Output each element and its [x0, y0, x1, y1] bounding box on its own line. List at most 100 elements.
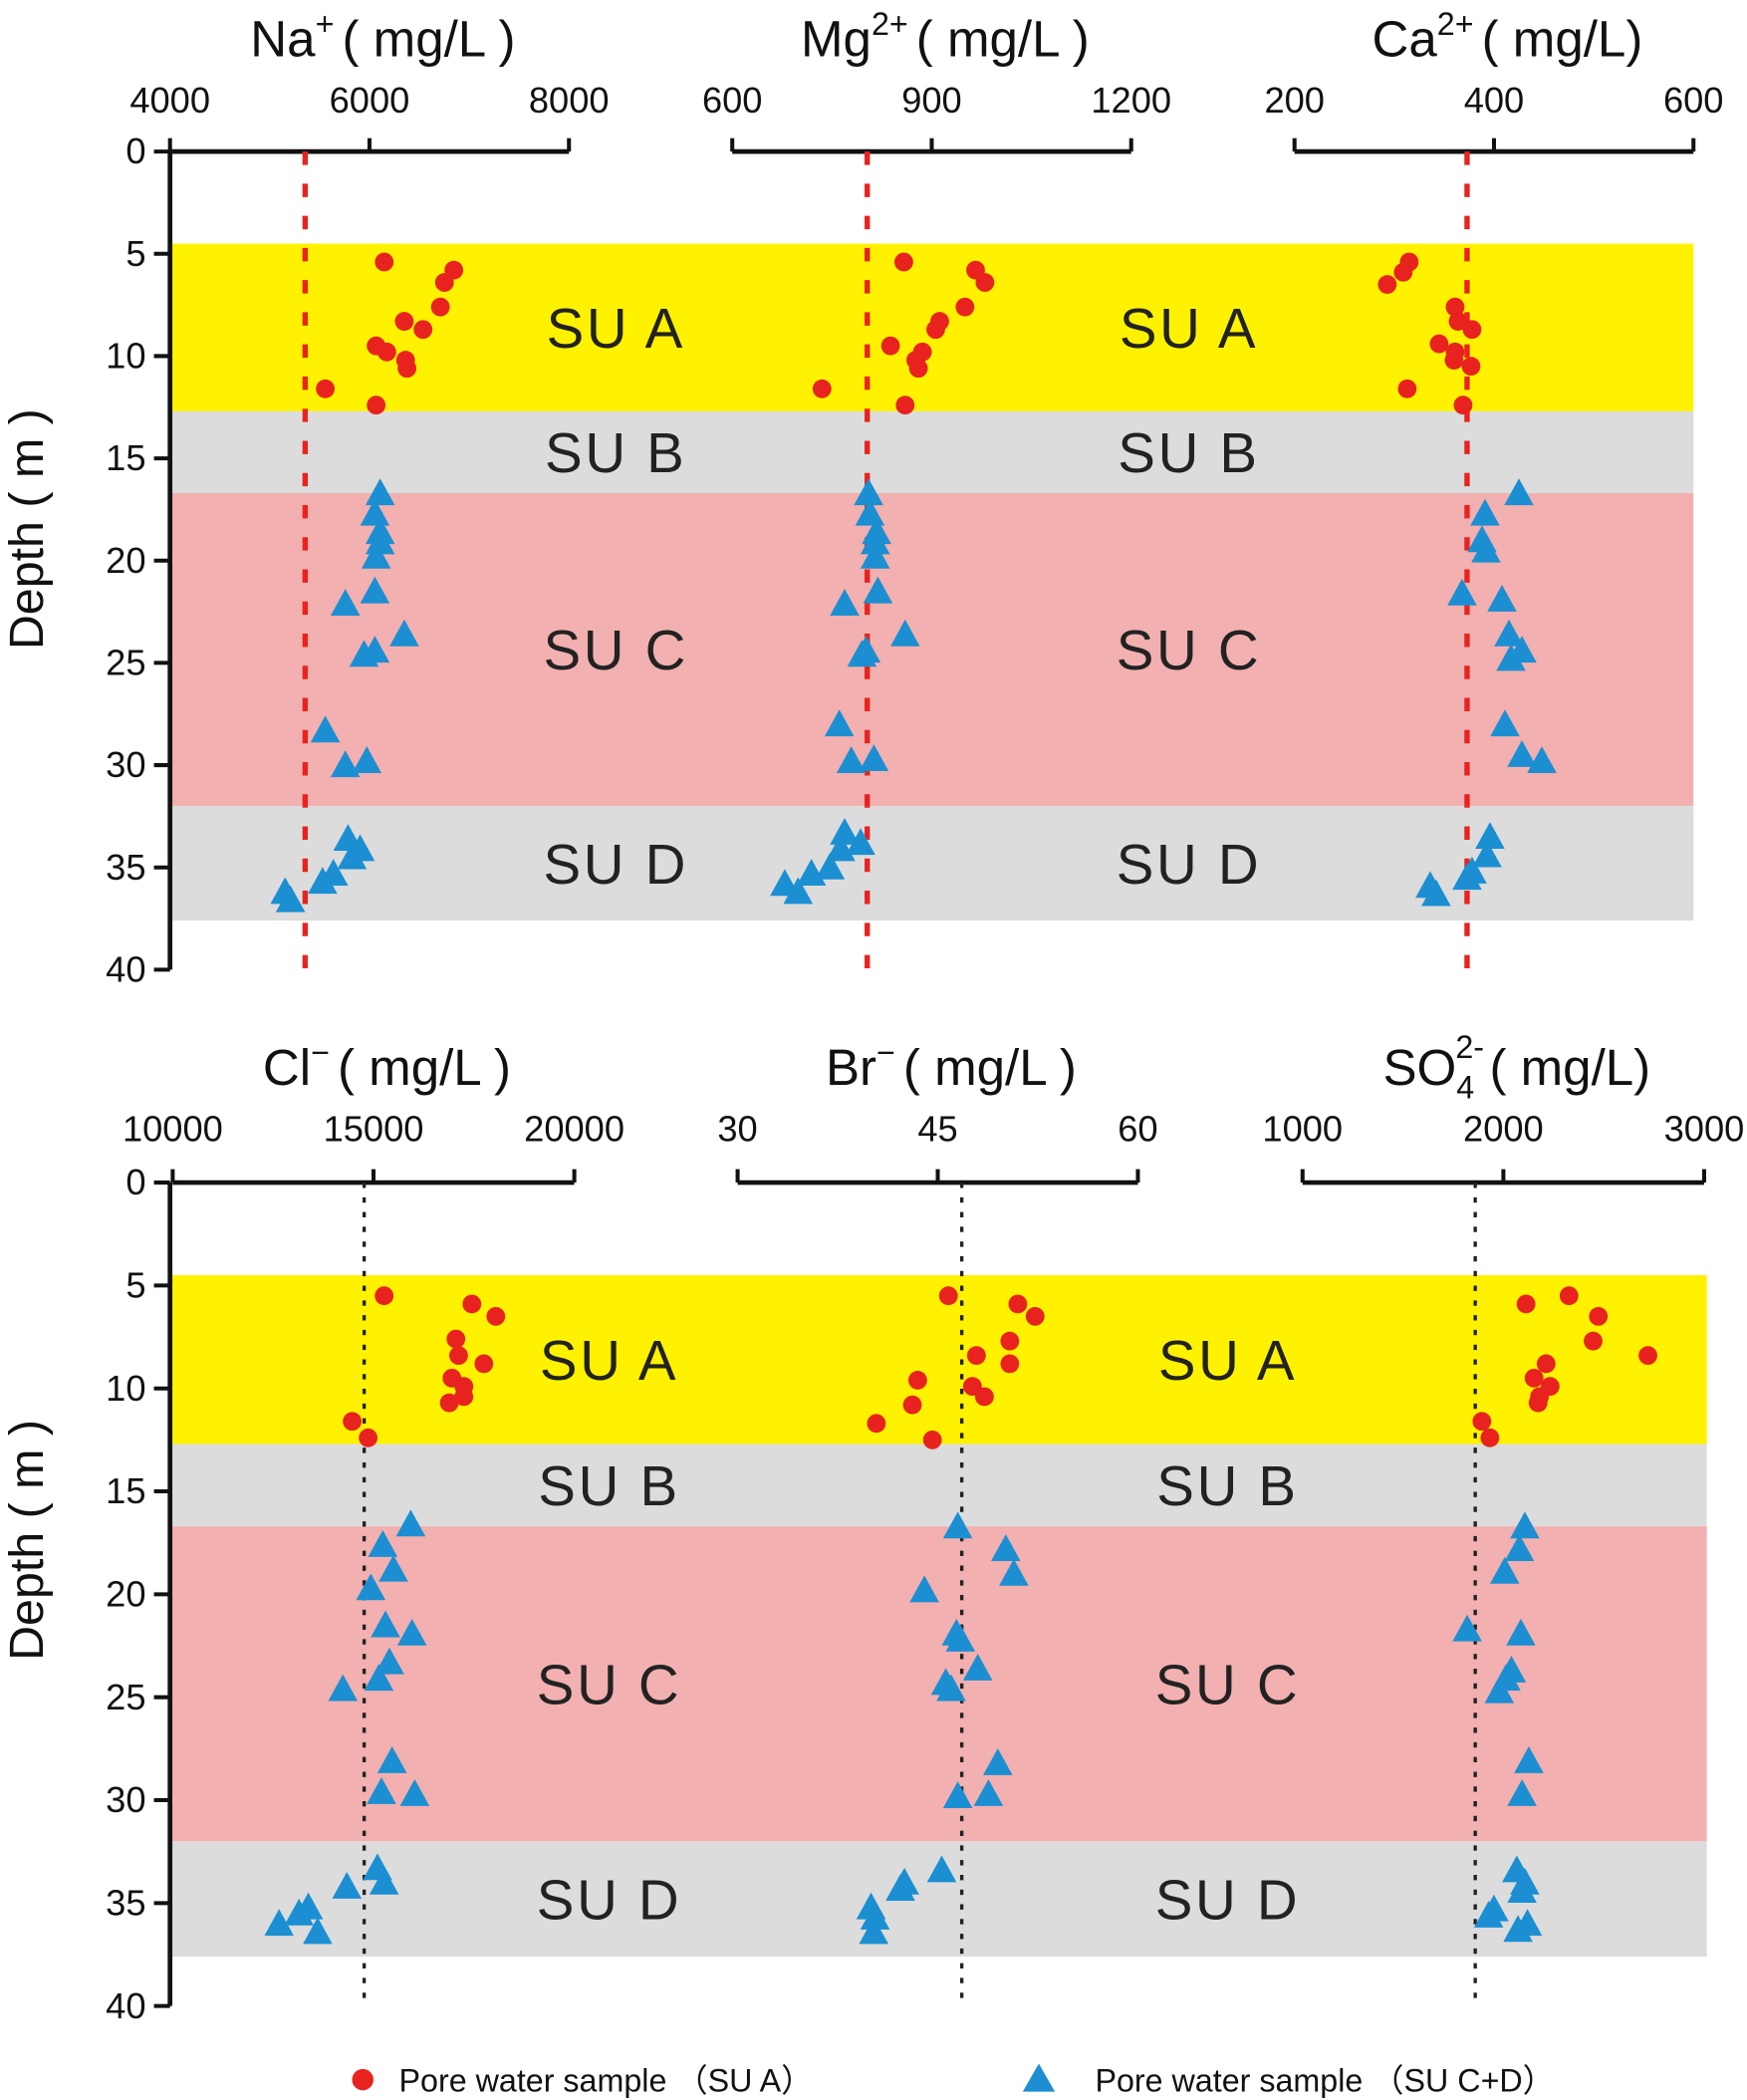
data-point-su-a: [1480, 1428, 1500, 1447]
band-label: SU A: [547, 297, 685, 360]
depth-tick-label: 10: [106, 336, 145, 377]
data-point-su-cd: [264, 1909, 294, 1937]
data-point-su-a: [966, 1346, 986, 1366]
data-point-su-cd: [1514, 1745, 1544, 1773]
data-point-su-cd: [308, 867, 338, 895]
data-point-su-a: [1638, 1346, 1657, 1366]
title-unit: ( mg/L ): [342, 11, 515, 68]
data-point-su-cd: [1452, 1614, 1482, 1642]
data-point-su-a: [922, 1430, 942, 1449]
x-tick-label: 900: [901, 80, 962, 121]
band-label: SU B: [545, 421, 686, 484]
depth-tick-label: 25: [106, 1677, 145, 1717]
data-point-su-cd: [991, 1534, 1021, 1561]
data-point-su-a: [974, 1387, 994, 1407]
band-label: SU A: [540, 1329, 678, 1392]
data-point-su-a: [938, 1286, 958, 1306]
data-point-su-a: [376, 342, 396, 362]
data-point-su-a: [1584, 1331, 1603, 1351]
data-point-su-a: [367, 395, 386, 415]
data-point-su-a: [926, 320, 945, 340]
data-point-su-a: [1393, 262, 1413, 282]
band-su-a: [169, 1275, 1707, 1444]
panel-so: 1000 2000 3000 SO4 2-( mg/L): [1262, 1029, 1744, 2006]
title-unit: ( mg/L ): [338, 1039, 511, 1096]
data-point-su-cd: [1510, 1511, 1540, 1539]
depth-tick-label: 0: [125, 1162, 145, 1202]
data-point-su-a: [895, 395, 915, 415]
x-tick-label: 1200: [1091, 80, 1171, 121]
data-point-su-cd: [1470, 498, 1500, 526]
data-point-su-cd: [374, 1647, 404, 1675]
data-point-su-cd: [859, 1917, 888, 1945]
data-point-su-cd: [836, 746, 867, 774]
data-point-su-a: [486, 1306, 506, 1326]
panel-title: Cl−( mg/L ): [263, 1034, 511, 1096]
data-point-su-a: [1461, 357, 1481, 377]
data-point-su-cd: [365, 527, 395, 555]
data-point-su-cd: [1494, 619, 1524, 647]
title-unit: ( mg/L ): [903, 1039, 1077, 1096]
data-point-su-cd: [371, 1610, 400, 1638]
panel-br: 30 45 60 Br−( mg/L ): [717, 1034, 1158, 2006]
band-su-b: [169, 1444, 1707, 1527]
data-point-su-a: [1000, 1331, 1020, 1351]
data-point-su-cd: [361, 541, 391, 569]
data-point-su-cd: [942, 1511, 973, 1539]
data-point-su-cd: [830, 818, 860, 845]
data-point-su-cd: [1507, 1779, 1537, 1806]
data-point-su-cd: [399, 1779, 430, 1806]
data-point-su-cd: [1421, 879, 1451, 907]
title-base: Cl: [263, 1039, 311, 1096]
data-point-su-cd: [1471, 535, 1501, 563]
data-point-su-a: [880, 336, 900, 356]
data-point-su-cd: [860, 527, 890, 555]
x-tick-label: 2000: [1463, 1108, 1544, 1149]
data-point-su-cd: [863, 576, 893, 604]
title-sup: −: [876, 1034, 895, 1070]
title-base: Na: [250, 11, 316, 68]
data-point-su-a: [462, 1294, 482, 1314]
title-sup: +: [316, 6, 335, 42]
data-point-su-a: [1444, 351, 1464, 370]
data-point-su-cd: [1504, 1534, 1535, 1561]
title-sup: 2-: [1455, 1029, 1484, 1065]
x-tick-label: 20000: [524, 1108, 624, 1149]
band-label: SU A: [1120, 297, 1258, 360]
x-tick-label: 15000: [324, 1108, 424, 1149]
data-point-su-cd: [330, 589, 361, 616]
data-point-su-cd: [830, 589, 860, 616]
data-point-su-a: [1589, 1306, 1609, 1326]
data-point-su-cd: [349, 640, 379, 667]
data-point-su-cd: [330, 750, 361, 778]
data-point-su-cd: [936, 1674, 966, 1702]
data-point-su-cd: [1484, 1676, 1515, 1704]
depth-tick-label: 5: [125, 233, 145, 274]
data-point-su-a: [1377, 275, 1397, 294]
band-su-c: [169, 492, 1694, 807]
title-unit: ( mg/L): [1489, 1039, 1650, 1096]
data-point-su-cd: [815, 852, 846, 880]
data-point-su-a: [1472, 1412, 1492, 1432]
data-point-su-cd: [310, 715, 341, 743]
panel-title: Br−( mg/L ): [826, 1034, 1077, 1096]
depth-tick-label: 20: [106, 540, 145, 581]
title-unit: ( mg/L): [1482, 11, 1643, 68]
depth-tick-label: 40: [106, 1985, 145, 2026]
depth-tick-label: 20: [106, 1573, 145, 1614]
data-point-su-a: [430, 297, 450, 317]
data-point-su-a: [474, 1354, 494, 1374]
depth-tick-label: 30: [106, 744, 145, 785]
data-point-su-cd: [389, 619, 419, 647]
data-point-su-cd: [1473, 1900, 1504, 1928]
data-point-su-cd: [983, 1748, 1013, 1775]
data-point-su-cd: [337, 842, 368, 870]
x-tick-label: 6000: [330, 80, 410, 121]
data-point-su-cd: [889, 619, 920, 647]
data-point-su-cd: [1507, 740, 1537, 767]
panel-ca: 200 400 600 Ca2+( mg/L): [1264, 6, 1723, 970]
data-point-su-cd: [854, 478, 883, 506]
data-point-su-cd: [962, 1653, 993, 1681]
depth-tick-label: 0: [125, 131, 145, 171]
